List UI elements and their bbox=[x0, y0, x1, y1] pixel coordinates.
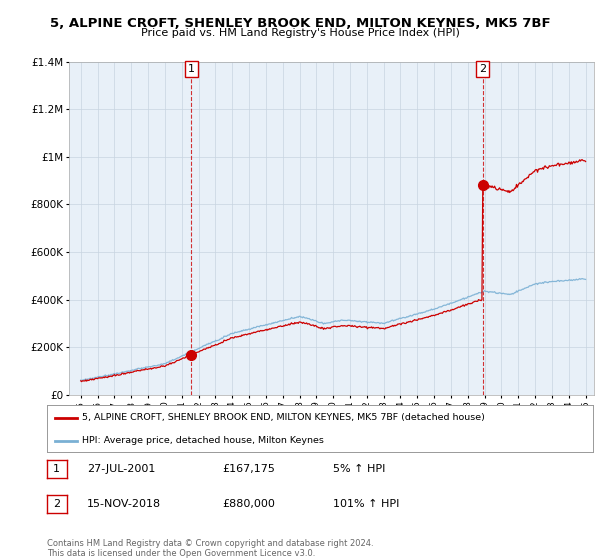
Text: 1: 1 bbox=[188, 64, 195, 74]
Text: 27-JUL-2001: 27-JUL-2001 bbox=[87, 464, 155, 474]
Text: 101% ↑ HPI: 101% ↑ HPI bbox=[333, 499, 400, 509]
Text: 5% ↑ HPI: 5% ↑ HPI bbox=[333, 464, 385, 474]
Text: 2: 2 bbox=[479, 64, 486, 74]
Text: Price paid vs. HM Land Registry's House Price Index (HPI): Price paid vs. HM Land Registry's House … bbox=[140, 28, 460, 38]
Text: 5, ALPINE CROFT, SHENLEY BROOK END, MILTON KEYNES, MK5 7BF: 5, ALPINE CROFT, SHENLEY BROOK END, MILT… bbox=[50, 17, 550, 30]
Text: 5, ALPINE CROFT, SHENLEY BROOK END, MILTON KEYNES, MK5 7BF (detached house): 5, ALPINE CROFT, SHENLEY BROOK END, MILT… bbox=[82, 413, 485, 422]
Text: 15-NOV-2018: 15-NOV-2018 bbox=[87, 499, 161, 509]
Text: Contains HM Land Registry data © Crown copyright and database right 2024.
This d: Contains HM Land Registry data © Crown c… bbox=[47, 539, 373, 558]
Text: £880,000: £880,000 bbox=[222, 499, 275, 509]
Text: 2: 2 bbox=[53, 499, 60, 509]
Text: 1: 1 bbox=[53, 464, 60, 474]
Text: HPI: Average price, detached house, Milton Keynes: HPI: Average price, detached house, Milt… bbox=[82, 436, 324, 445]
Text: £167,175: £167,175 bbox=[222, 464, 275, 474]
